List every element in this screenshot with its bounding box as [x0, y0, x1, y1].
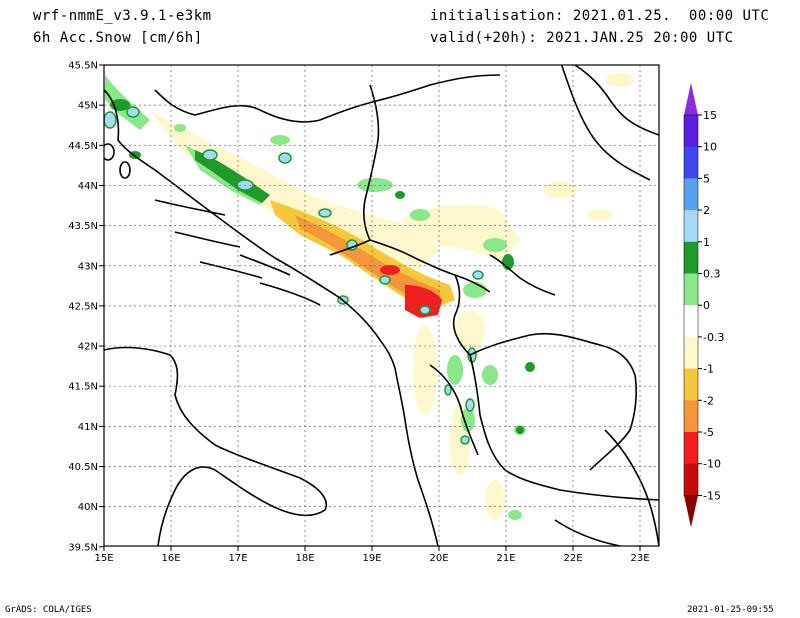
lon-label: 20E — [429, 553, 448, 564]
lat-label: 41.5N — [68, 382, 98, 393]
lon-label: 18E — [295, 553, 314, 564]
colorbar-label: 1 — [703, 236, 710, 249]
field-name: 6h Acc.Snow [cm/6h] — [33, 30, 203, 46]
coastlines-borders — [104, 65, 659, 546]
colorbar-top-arrow — [684, 83, 698, 115]
colorbar-label: -10 — [703, 458, 721, 471]
colorbar-label: -0.3 — [703, 331, 724, 344]
lat-label: 42N — [78, 342, 98, 353]
lon-label: 21E — [496, 553, 515, 564]
lat-label: 45N — [78, 101, 98, 112]
colorbar-label: 2 — [703, 204, 710, 217]
colorbar-swatch — [684, 336, 698, 370]
lon-label: 23E — [630, 553, 649, 564]
colorbar-label: -2 — [703, 394, 714, 407]
colorbar-label: 10 — [703, 141, 717, 154]
colorbar-swatch — [684, 146, 698, 179]
footer-credit: GrADS: COLA/IGES — [5, 605, 92, 615]
colorbar-swatch — [684, 115, 698, 148]
lat-label: 40.5N — [68, 462, 98, 473]
snow-field — [104, 73, 634, 520]
lat-label: 42.5N — [68, 301, 98, 312]
colorbar-swatch — [684, 210, 698, 243]
footer-timestamp: 2021-01-25-09:55 — [687, 605, 774, 615]
colorbar-swatch — [684, 241, 698, 274]
colorbar-label: 0 — [703, 299, 710, 312]
lat-label: 43.5N — [68, 221, 98, 232]
colorbar-label: -5 — [703, 426, 714, 439]
lat-label: 40N — [78, 502, 98, 513]
lat-label: 44.5N — [68, 141, 98, 152]
grid-lines — [104, 65, 659, 546]
colorbar-swatch — [684, 463, 698, 496]
colorbar-label: 0.3 — [703, 268, 721, 281]
lat-label: 43N — [78, 261, 98, 272]
colorbar-swatch — [684, 305, 698, 338]
lat-label: 45.5N — [68, 61, 98, 72]
longitude-labels: 15E 16E 17E 18E 19E 20E 21E 22E 23E — [94, 546, 650, 564]
colorbar: 15 10 5 2 1 0.3 0 -0.3 -1 -2 -5 -10 -15 — [683, 83, 724, 528]
colorbar-swatch — [684, 432, 698, 465]
latitude-labels: 45.5N 45N 44.5N 44N 43.5N 43N 42.5N 42N 41.5N 41N… — [68, 61, 104, 553]
init-time: initialisation: 2021.01.25. 00:00 UTC — [430, 8, 770, 24]
lon-label: 15E — [94, 553, 113, 564]
colorbar-swatch — [684, 400, 698, 433]
colorbar-swatch — [684, 273, 698, 306]
valid-time: valid(+20h): 2021.JAN.25 20:00 UTC — [430, 30, 734, 46]
lon-label: 19E — [362, 553, 381, 564]
colorbar-bottom-arrow — [684, 495, 698, 528]
lat-label: 39.5N — [68, 542, 98, 553]
lon-label: 16E — [161, 553, 180, 564]
colorbar-label: -1 — [703, 363, 714, 376]
lon-label: 17E — [228, 553, 247, 564]
colorbar-swatch — [684, 368, 698, 401]
model-name: wrf-nmmE_v3.9.1-e3km — [33, 8, 212, 24]
lat-label: 44N — [78, 181, 98, 192]
colorbar-label: -15 — [703, 489, 721, 502]
lon-label: 22E — [563, 553, 582, 564]
colorbar-swatch — [684, 178, 698, 211]
colorbar-label: 5 — [703, 172, 710, 185]
lat-label: 41N — [78, 422, 98, 433]
colorbar-label: 15 — [703, 109, 717, 122]
